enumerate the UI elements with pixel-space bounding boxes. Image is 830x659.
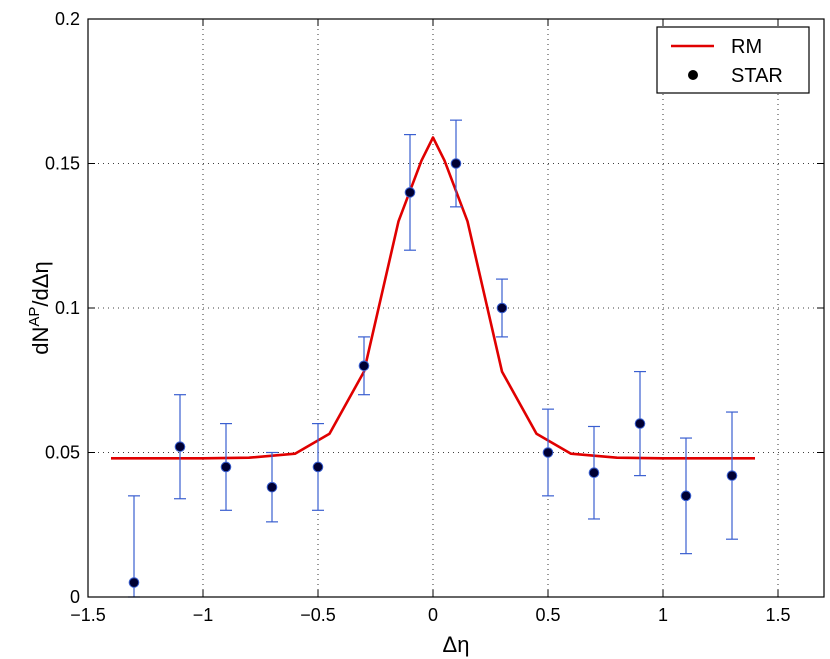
star-data-point: [542, 408, 554, 497]
star-data-point: [220, 423, 232, 511]
star-marker: [542, 447, 554, 458]
y-tick-label: 0.2: [55, 9, 80, 29]
y-tick-label: 0.05: [45, 443, 80, 463]
x-tick-label: 1.5: [765, 605, 790, 625]
star-marker: [266, 481, 278, 493]
rm-series: [111, 136, 755, 460]
x-tick-label: −1: [193, 605, 214, 625]
y-tick-label: 0.15: [45, 154, 80, 174]
star-marker: [220, 461, 232, 473]
star-series: [128, 119, 738, 598]
star-data-point: [358, 336, 370, 396]
star-data-point: [588, 425, 600, 520]
star-marker: [726, 470, 738, 481]
star-data-point: [634, 370, 646, 477]
x-tick-label: 1: [658, 605, 668, 625]
x-tick-label: −0.5: [300, 605, 336, 625]
star-data-point: [128, 495, 140, 598]
star-marker: [634, 418, 646, 429]
axis-ticks: −1.5 −1 −0.5 0 0.5 1 1.5 0 0.05 0.1 0.15 0.2: [45, 9, 824, 625]
star-marker: [174, 441, 186, 453]
legend-star-swatch: [688, 70, 698, 80]
legend-rm-label: RM: [731, 36, 762, 58]
star-data-point: [680, 437, 692, 555]
star-data-point: [174, 394, 186, 500]
rm-curve: [111, 136, 755, 460]
star-marker: [496, 302, 508, 314]
star-marker: [312, 461, 324, 473]
y-tick-label: 0: [70, 587, 80, 607]
star-data-point: [726, 411, 738, 540]
star-marker: [358, 360, 370, 372]
y-axis-title-superscript: AP: [26, 307, 43, 327]
y-tick-label: 0.1: [55, 298, 80, 318]
legend-star-label: STAR: [731, 65, 783, 87]
star-data-point: [450, 119, 462, 208]
y-axis-title-tail: /dΔη: [28, 261, 53, 306]
x-axis-title: Δη: [443, 632, 470, 657]
star-marker: [588, 467, 600, 479]
legend: RM STAR: [656, 26, 810, 94]
x-tick-label: 0: [428, 605, 438, 625]
star-data-point: [496, 278, 508, 338]
y-axis-title: dNAP/dΔη: [26, 261, 53, 354]
star-data-point: [404, 134, 416, 251]
star-data-point: [266, 451, 278, 523]
star-marker: [450, 158, 462, 169]
legend-box: [656, 26, 810, 94]
star-data-point: [312, 423, 324, 511]
star-marker: [128, 577, 140, 588]
grid-lines: [87, 18, 824, 598]
star-marker: [404, 187, 416, 198]
y-axis-title-main: dN: [28, 327, 53, 355]
x-tick-label: 0.5: [535, 605, 560, 625]
x-tick-label: −1.5: [70, 605, 106, 625]
star-marker: [680, 490, 692, 502]
